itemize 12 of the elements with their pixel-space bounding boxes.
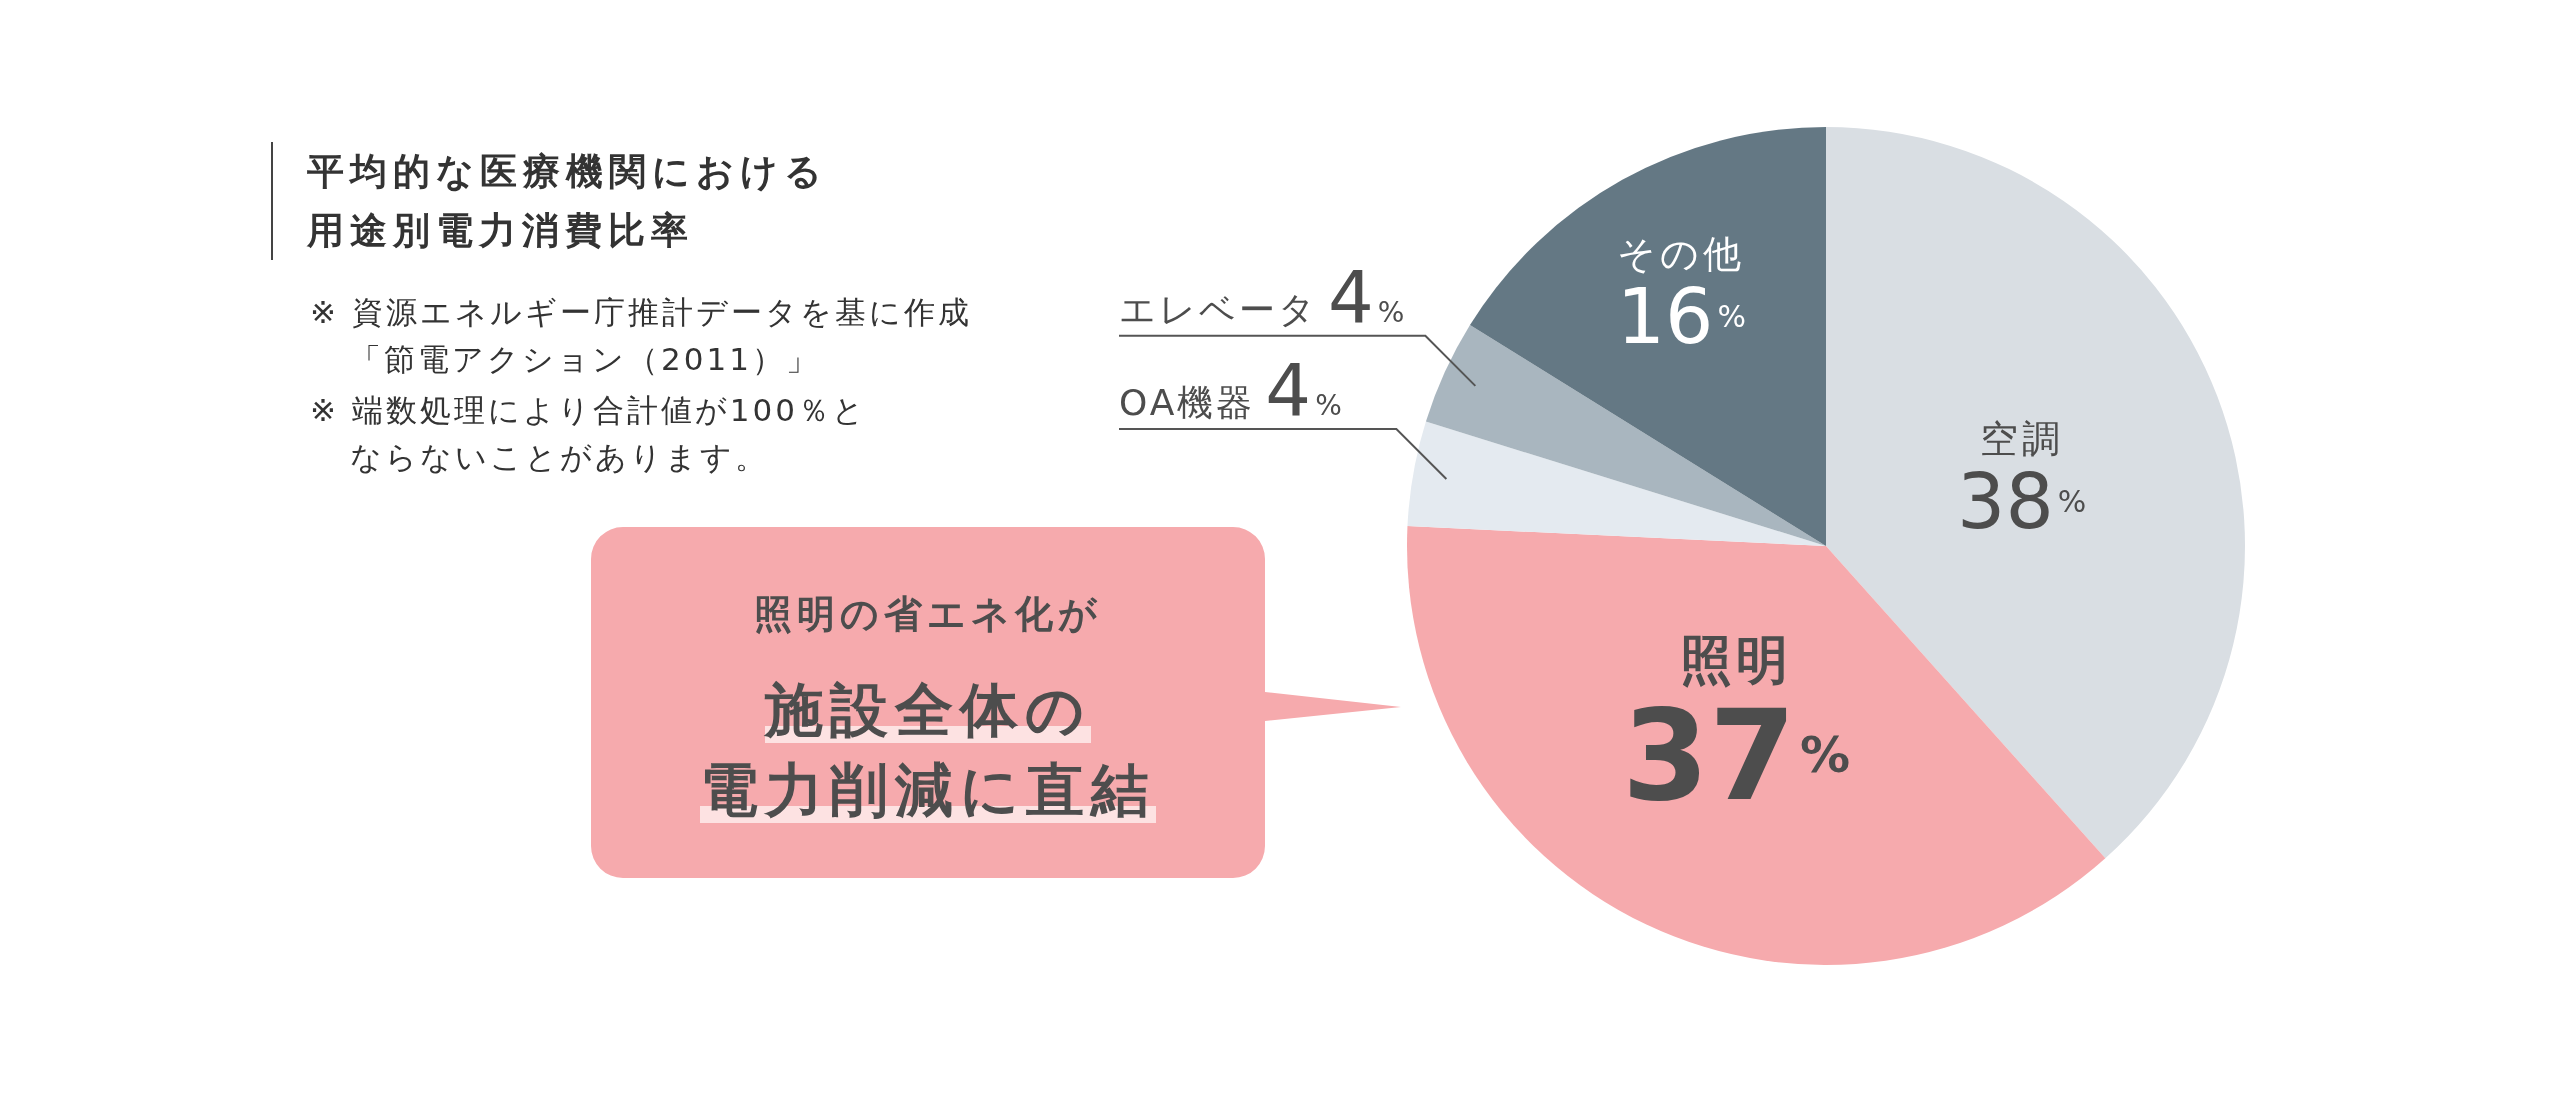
pie-slice (1407, 421, 1826, 546)
text: ※ 端数処理により合計値が100％とならないことがあります。 (310, 391, 868, 477)
pie-slice (1469, 127, 1826, 546)
slice-label: エレベータ (1119, 288, 1318, 330)
text: 照明の省エネ化が (753, 591, 1103, 637)
data-label: 4% (1265, 348, 1342, 433)
text: ※ 資源エネルギー庁推計データを基に作成「節電アクション（2011）」 (310, 293, 973, 379)
data-label: 4% (1328, 254, 1405, 339)
text: 平均的な医療機関における用途別電力消費比率 (271, 142, 842, 260)
text: 施設全体の (765, 676, 1091, 744)
text: 電力削減に直結 (700, 756, 1156, 824)
slice-label: OA機器 (1119, 382, 1256, 424)
